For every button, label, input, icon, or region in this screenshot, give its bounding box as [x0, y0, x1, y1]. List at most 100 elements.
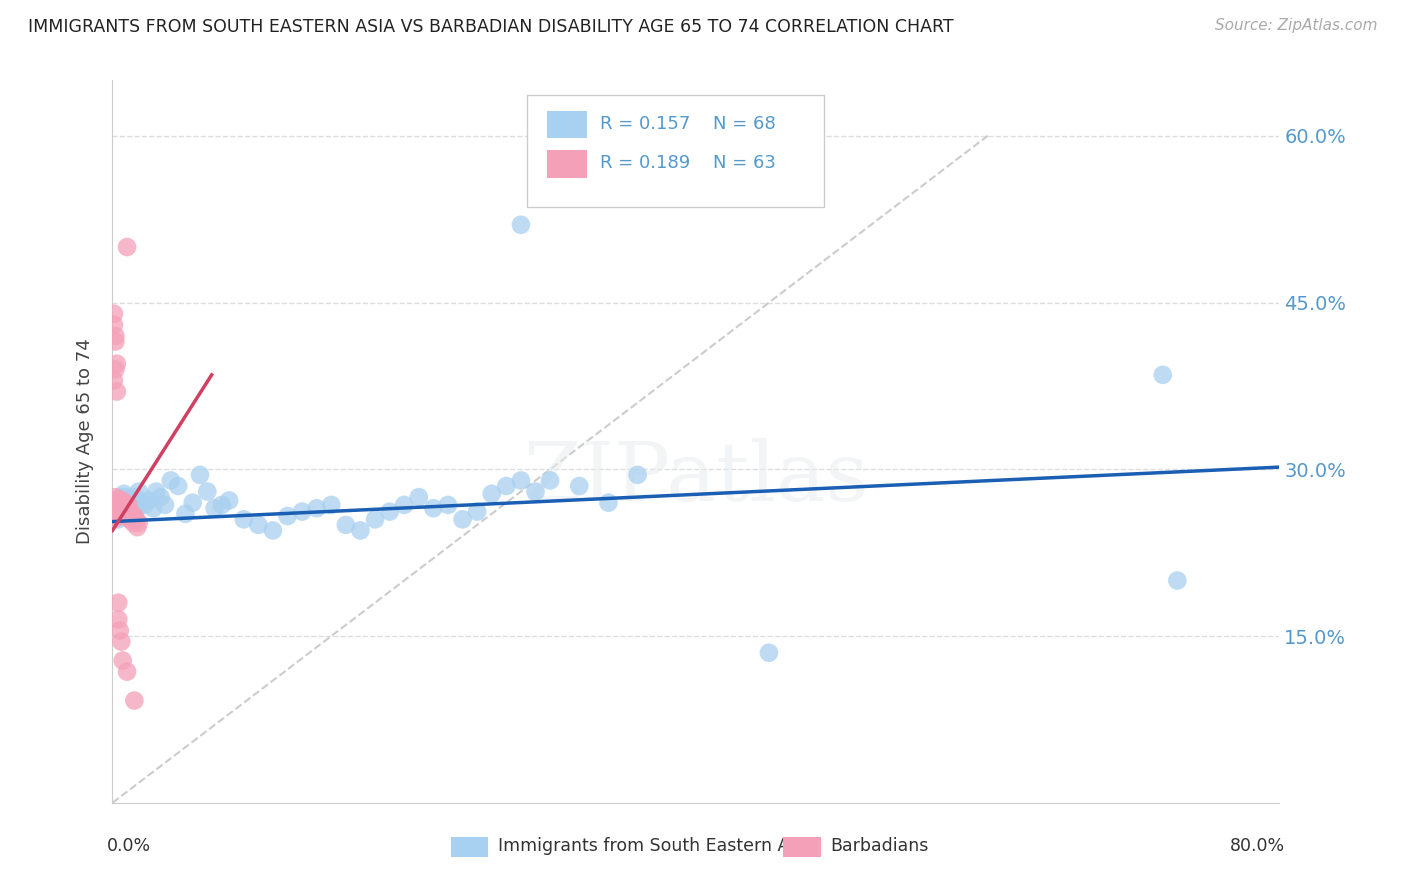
- Point: [211, 498, 233, 512]
- Point: [103, 373, 125, 387]
- Point: [394, 498, 416, 512]
- Point: [103, 501, 125, 516]
- Point: [408, 490, 430, 504]
- Point: [105, 357, 128, 371]
- Point: [112, 498, 135, 512]
- Point: [111, 653, 134, 667]
- Point: [110, 490, 132, 504]
- Point: [107, 501, 129, 516]
- Point: [111, 496, 134, 510]
- Point: [364, 512, 387, 526]
- Point: [232, 512, 254, 526]
- Point: [112, 501, 135, 516]
- Point: [451, 512, 474, 526]
- Point: [104, 334, 127, 349]
- Point: [104, 508, 127, 523]
- Point: [110, 507, 132, 521]
- Point: [422, 501, 444, 516]
- Point: [117, 493, 139, 508]
- Point: [112, 505, 135, 519]
- Point: [509, 218, 531, 232]
- Point: [115, 490, 138, 504]
- Point: [378, 505, 401, 519]
- Point: [276, 508, 298, 523]
- Point: [103, 507, 125, 521]
- Point: [160, 474, 183, 488]
- Point: [115, 507, 138, 521]
- Point: [127, 520, 149, 534]
- Point: [145, 484, 167, 499]
- Point: [114, 496, 136, 510]
- Point: [349, 524, 371, 538]
- Point: [153, 498, 176, 512]
- Point: [107, 498, 129, 512]
- Point: [110, 501, 132, 516]
- Point: [108, 498, 131, 512]
- Point: [134, 498, 156, 512]
- Point: [104, 490, 127, 504]
- FancyBboxPatch shape: [527, 95, 824, 207]
- Point: [108, 505, 131, 519]
- Point: [115, 665, 138, 679]
- Point: [104, 493, 127, 508]
- Point: [181, 496, 204, 510]
- Text: R = 0.157: R = 0.157: [600, 115, 690, 133]
- Point: [104, 501, 127, 516]
- Point: [117, 505, 139, 519]
- Point: [103, 307, 125, 321]
- Point: [105, 496, 128, 510]
- Point: [122, 516, 145, 530]
- Point: [120, 508, 142, 523]
- Point: [131, 496, 153, 510]
- Point: [117, 498, 139, 512]
- Point: [112, 508, 135, 523]
- Point: [568, 479, 591, 493]
- Point: [111, 493, 134, 508]
- Point: [118, 496, 141, 510]
- Point: [465, 505, 488, 519]
- Point: [188, 467, 211, 482]
- Point: [108, 493, 131, 508]
- Point: [107, 507, 129, 521]
- Point: [120, 501, 142, 516]
- Point: [174, 507, 197, 521]
- Point: [125, 512, 148, 526]
- Point: [105, 501, 128, 516]
- Point: [107, 612, 129, 626]
- Point: [115, 501, 138, 516]
- Point: [111, 501, 134, 516]
- Point: [167, 479, 190, 493]
- Point: [481, 487, 503, 501]
- Text: 80.0%: 80.0%: [1230, 838, 1285, 855]
- Point: [1152, 368, 1174, 382]
- Point: [128, 516, 150, 530]
- Point: [124, 508, 146, 523]
- Text: Immigrants from South Eastern Asia: Immigrants from South Eastern Asia: [498, 838, 814, 855]
- Point: [524, 484, 547, 499]
- Point: [103, 496, 125, 510]
- Point: [111, 508, 134, 523]
- Point: [105, 507, 128, 521]
- Point: [125, 490, 148, 504]
- Point: [110, 505, 132, 519]
- Point: [495, 479, 517, 493]
- Point: [138, 493, 160, 508]
- Point: [108, 508, 131, 523]
- Point: [127, 501, 149, 516]
- Point: [104, 329, 127, 343]
- Point: [149, 490, 172, 504]
- Point: [107, 596, 129, 610]
- Point: [103, 512, 125, 526]
- Bar: [783, 837, 821, 857]
- Point: [111, 498, 134, 512]
- Point: [110, 496, 132, 510]
- Text: 0.0%: 0.0%: [107, 838, 150, 855]
- Point: [108, 624, 131, 638]
- Point: [291, 505, 314, 519]
- Point: [758, 646, 780, 660]
- Point: [262, 524, 284, 538]
- Point: [335, 517, 357, 532]
- Point: [105, 493, 128, 508]
- Point: [204, 501, 226, 516]
- Point: [114, 508, 136, 523]
